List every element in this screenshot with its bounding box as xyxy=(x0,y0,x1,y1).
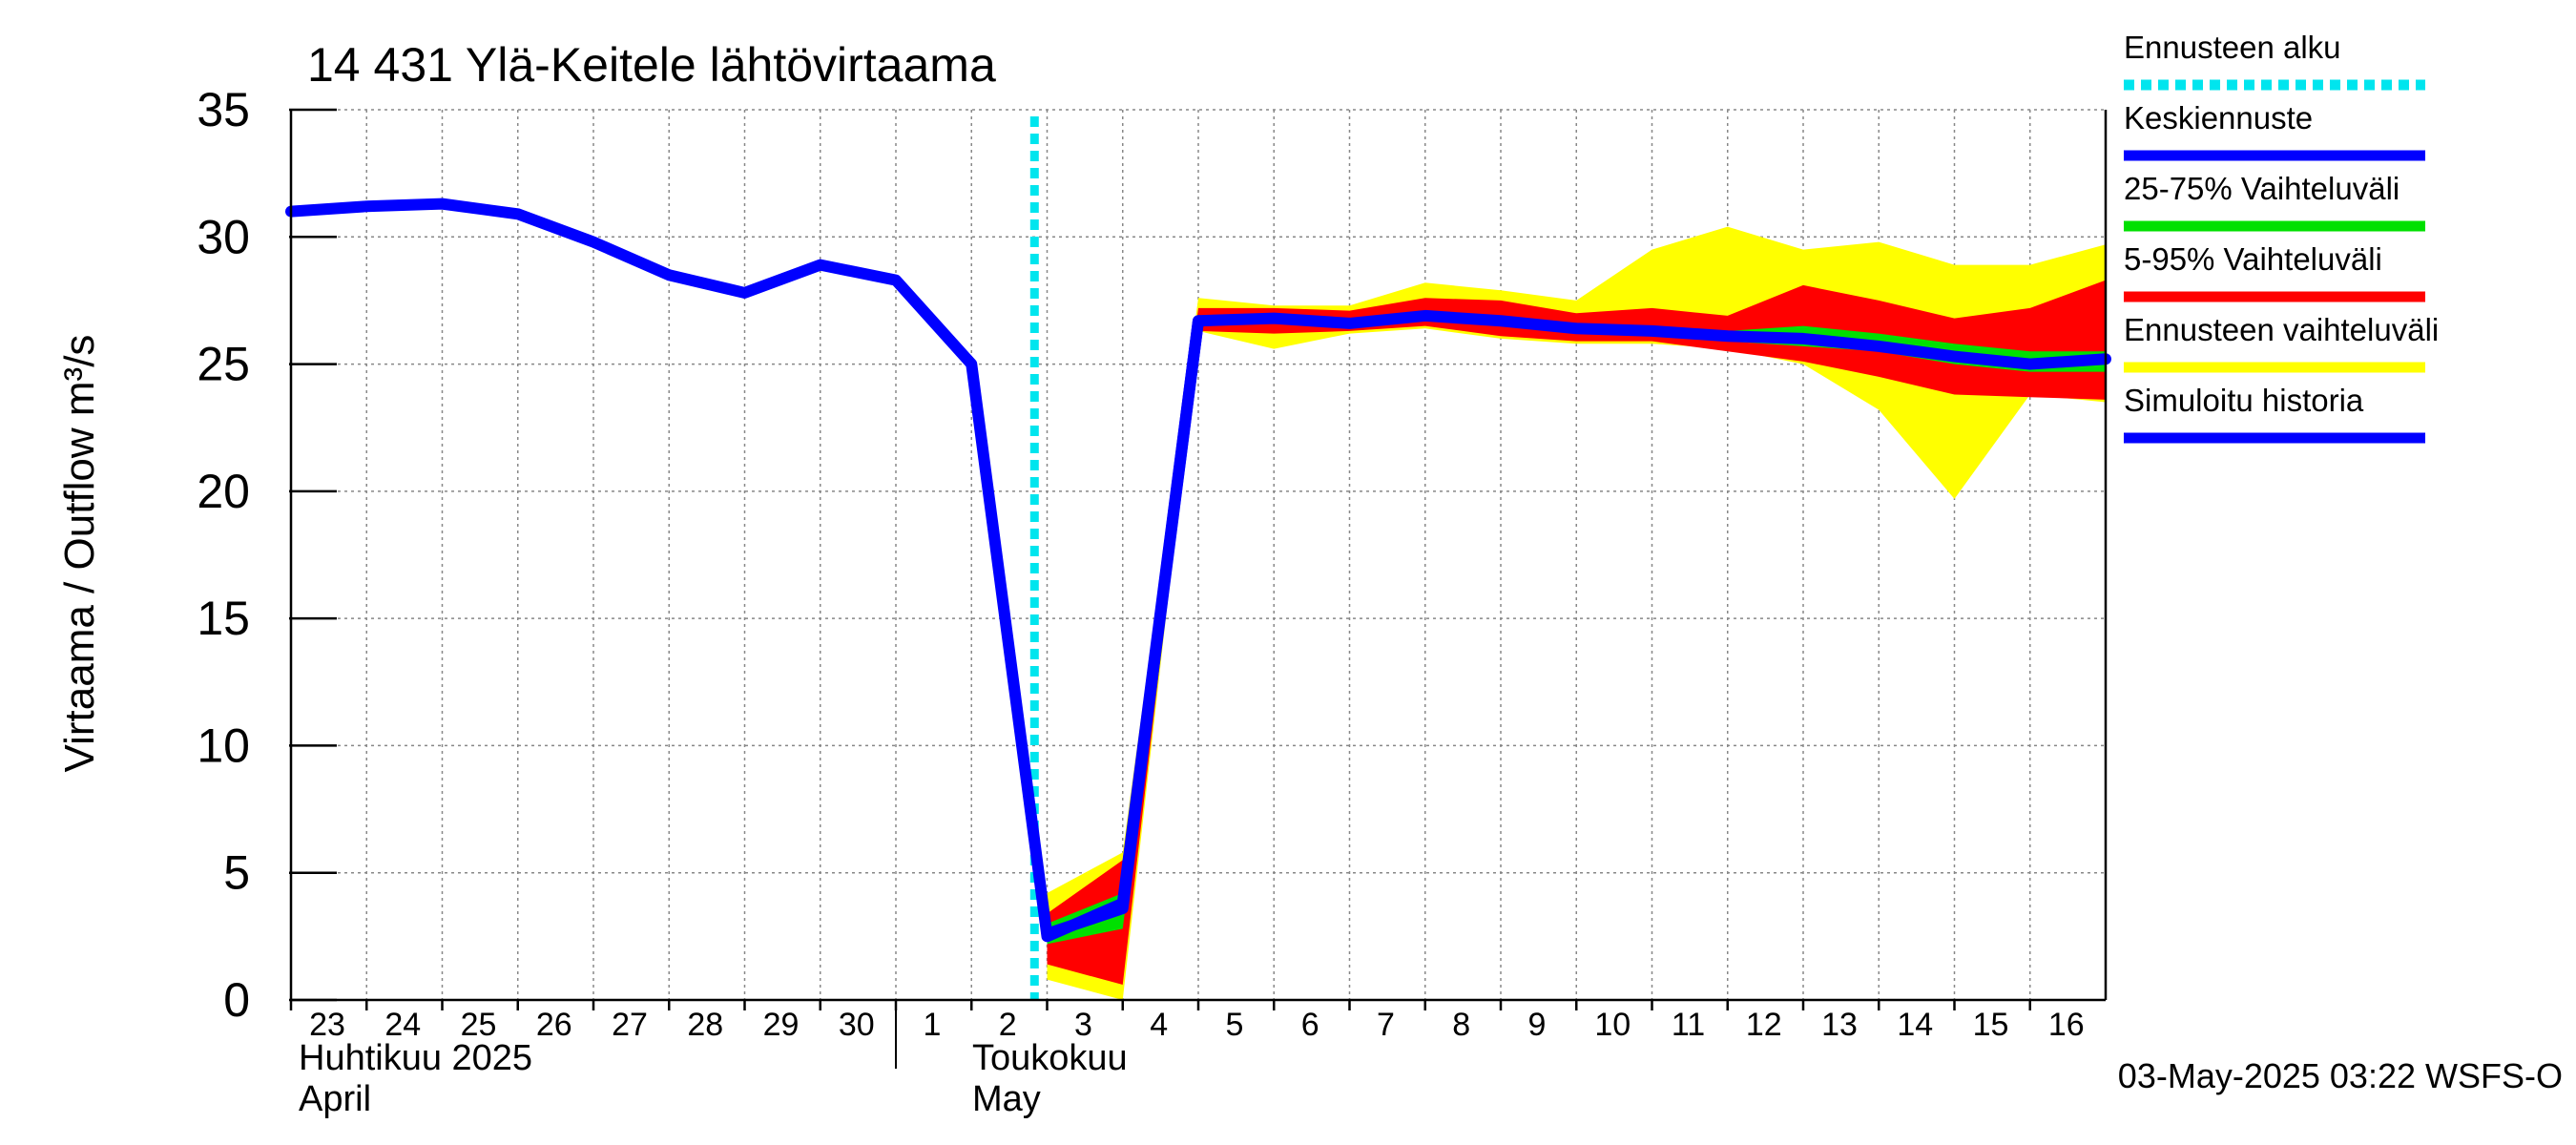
month-label-fi: Toukokuu xyxy=(972,1038,1128,1078)
legend-label: 5-95% Vaihteluväli xyxy=(2124,241,2382,277)
x-tick-label: 30 xyxy=(839,1007,875,1043)
grid xyxy=(291,109,2106,1000)
legend: Ennusteen alku Keskiennuste 25-75% Vaihtel… xyxy=(2124,30,2439,444)
x-tick-label: 5 xyxy=(1226,1007,1244,1043)
legend-label: 25-75% Vaihteluväli xyxy=(2124,171,2399,206)
x-tick-label: 9 xyxy=(1528,1007,1547,1043)
forecast-envelope-band xyxy=(1047,226,2106,1000)
y-tick-label: 10 xyxy=(197,718,250,772)
x-tick-label: 16 xyxy=(2048,1007,2085,1043)
x-tick-label: 1 xyxy=(924,1007,942,1043)
timestamp-label: 03-May-2025 03:22 WSFS-O xyxy=(2118,1056,2563,1095)
y-tick-label: 5 xyxy=(223,846,250,900)
month-label-en: May xyxy=(972,1079,1041,1119)
y-tick-label: 25 xyxy=(197,338,250,391)
x-tick-label: 24 xyxy=(384,1007,421,1043)
y-tick-label: 0 xyxy=(223,973,250,1027)
x-tick-label: 11 xyxy=(1672,1007,1705,1043)
x-tick-label: 12 xyxy=(1746,1007,1782,1043)
x-tick-label: 3 xyxy=(1074,1007,1092,1043)
x-tick-label: 7 xyxy=(1377,1007,1395,1043)
x-tick-label: 8 xyxy=(1452,1007,1470,1043)
forecast-bands xyxy=(1047,226,2106,1000)
chart-title: 14 431 Ylä-Keitele lähtövirtaama xyxy=(307,38,996,92)
x-tick-label: 29 xyxy=(763,1007,800,1043)
x-tick-label: 15 xyxy=(1973,1007,2009,1043)
x-tick-label: 13 xyxy=(1821,1007,1858,1043)
y-tick-label: 20 xyxy=(197,465,250,518)
y-tick-label: 35 xyxy=(197,83,250,136)
legend-label: Ennusteen alku xyxy=(2124,30,2341,65)
month-label-fi: Huhtikuu 2025 xyxy=(299,1038,532,1078)
y-axis-label: Virtaama / Outflow m³/s xyxy=(56,335,103,773)
month-label-en: April xyxy=(299,1079,371,1119)
x-tick-label: 10 xyxy=(1594,1007,1631,1043)
x-tick-label: 14 xyxy=(1897,1007,1933,1043)
x-tick-label: 27 xyxy=(612,1007,648,1043)
legend-label: Simuloitu historia xyxy=(2124,383,2364,418)
x-tick-label: 6 xyxy=(1301,1007,1319,1043)
x-tick-label: 23 xyxy=(309,1007,345,1043)
x-tick-label: 26 xyxy=(536,1007,572,1043)
x-tick-label: 28 xyxy=(687,1007,723,1043)
y-tick-label: 15 xyxy=(197,592,250,645)
legend-label: Keskiennuste xyxy=(2124,100,2313,135)
legend-label: Ennusteen vaihteluväli xyxy=(2124,312,2439,347)
x-tick-label: 2 xyxy=(999,1007,1017,1043)
x-tick-label: 4 xyxy=(1150,1007,1168,1043)
median-forecast-line xyxy=(1041,309,2111,940)
series-lines xyxy=(285,116,2111,1000)
x-tick-label: 25 xyxy=(461,1007,497,1043)
y-tick-label: 30 xyxy=(197,210,250,263)
